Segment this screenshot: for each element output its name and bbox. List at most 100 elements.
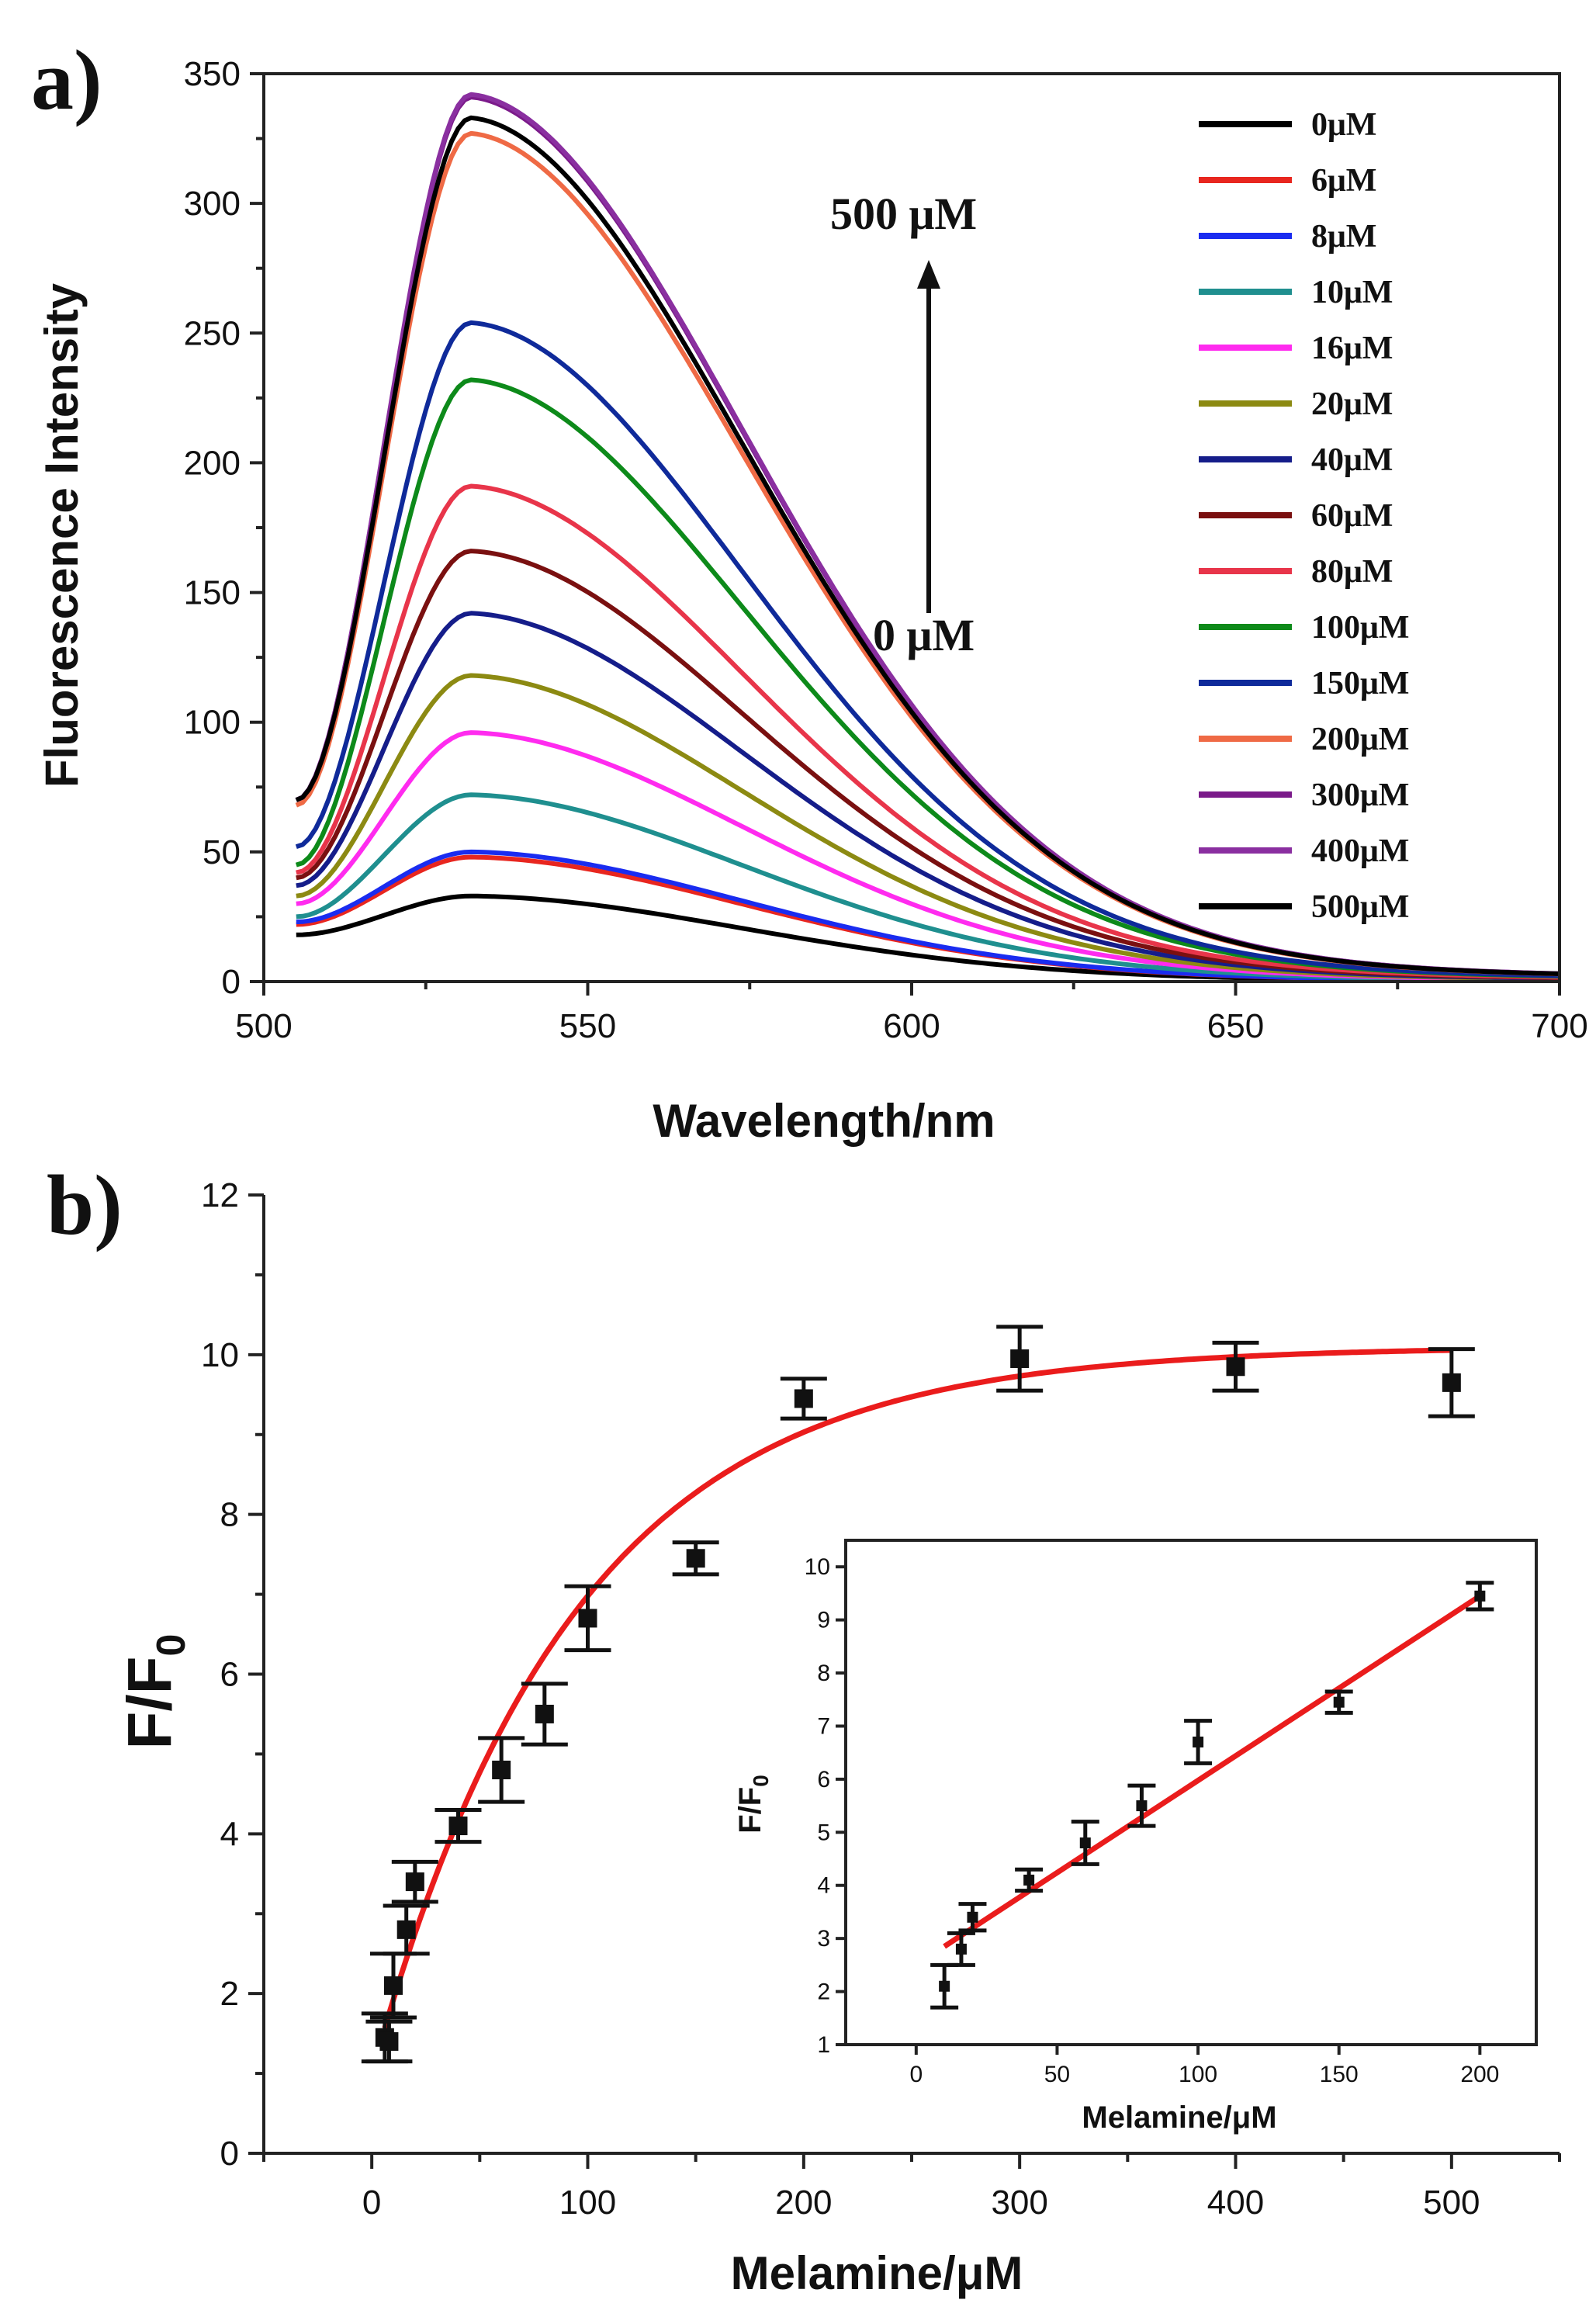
inset-point — [1127, 1783, 1156, 1828]
y-tick-label: 10 — [201, 1336, 239, 1374]
y-tick-label: 250 — [184, 314, 241, 352]
legend-label-10μM: 10μM — [1311, 275, 1393, 310]
panel-b-x-axis-title: Melamine/μM — [731, 2247, 1023, 2299]
inset-y-tick-label: 5 — [817, 1820, 830, 1845]
y-tick-label: 150 — [184, 574, 241, 612]
inset-x-tick-label: 100 — [1179, 2062, 1217, 2087]
y-tick-label: 0 — [222, 963, 241, 1001]
inset-y-tick-label: 3 — [817, 1926, 830, 1952]
inset-fit — [943, 1593, 1482, 1949]
data-marker — [405, 1872, 424, 1892]
inset-point — [1324, 1689, 1353, 1715]
data-marker — [492, 1761, 511, 1779]
panel-b-axes: 0 100 200 300 400 500 0 2 4 6 8 10 12 — [201, 1176, 1561, 2222]
panel-b-fit — [382, 1347, 1452, 2029]
inset-x-tick-label: 0 — [909, 2062, 923, 2087]
data-marker — [448, 1817, 468, 1836]
inset-y-axis-title: F/F0 — [733, 1775, 773, 1834]
inset-y-axis-sub: 0 — [749, 1775, 773, 1787]
panel-a-y-axis-title: Fluorescence Intensity — [36, 282, 88, 788]
y-tick-label: 200 — [184, 444, 241, 482]
inset-y-tick-label: 8 — [817, 1661, 830, 1686]
inset-y-tick-label: 6 — [817, 1767, 830, 1792]
x-tick-label: 500 — [235, 1007, 292, 1045]
data-point — [391, 1859, 438, 1904]
inset-marker — [1193, 1737, 1204, 1747]
x-tick-label: 500 — [1423, 2184, 1480, 2222]
spectra-curves — [295, 92, 1560, 983]
x-tick-label: 300 — [991, 2184, 1047, 2222]
legend-label-0μM: 0μM — [1311, 107, 1376, 143]
legend-label-500μM: 500μM — [1311, 889, 1409, 925]
spectrum-80μM — [296, 483, 1560, 980]
inset-y-axis-main: F/F — [733, 1787, 767, 1834]
inset-y-tick-label: 9 — [817, 1608, 830, 1633]
legend-label-80μM: 80μM — [1311, 554, 1393, 590]
data-marker — [1010, 1349, 1030, 1368]
data-point — [383, 1903, 430, 1956]
annotation-500uM: 500 μM — [830, 189, 977, 239]
inset-x-tick-label: 200 — [1460, 2062, 1499, 2087]
legend-label-20μM: 20μM — [1311, 386, 1393, 422]
spectrum-150μM — [295, 320, 1560, 978]
inset-point — [930, 1962, 959, 2010]
panel-a-spectra: a) 500 550 600 650 700050100150200250300350 … — [31, 33, 1588, 1147]
inset-point — [958, 1902, 987, 1933]
legend-label-40μM: 40μM — [1311, 442, 1393, 478]
panel-b-y-axis-sub: 0 — [149, 1634, 194, 1657]
legend-label-60μM: 60μM — [1311, 498, 1393, 534]
legend-label-8μM: 8μM — [1311, 219, 1376, 255]
exponential-fit-curve — [382, 1347, 1452, 2029]
legend-label-200μM: 200μM — [1311, 722, 1409, 757]
inset-points — [930, 1581, 1494, 2010]
y-tick-label: 4 — [220, 1815, 239, 1853]
data-point — [1428, 1347, 1475, 1418]
data-point — [478, 1736, 525, 1804]
inset-y-tick-label: 2 — [817, 1979, 830, 2005]
inset-frame — [844, 1539, 1538, 2046]
inset-point — [1071, 1820, 1099, 1866]
inset-point — [1015, 1867, 1044, 1893]
data-point — [365, 2019, 413, 2064]
inset-x-tick-label: 150 — [1320, 2062, 1359, 2087]
data-point — [564, 1584, 611, 1653]
inset-marker — [955, 1943, 967, 1955]
legend-label-150μM: 150μM — [1311, 666, 1409, 701]
inset-linear-fit — [943, 1593, 1482, 1949]
legend-label-16μM: 16μM — [1311, 331, 1393, 366]
y-tick-label: 6 — [220, 1656, 239, 1694]
panel-b-y-axis-main: F/F — [115, 1656, 184, 1749]
x-tick-label: 100 — [559, 2184, 616, 2222]
x-tick-label: 700 — [1531, 1007, 1587, 1045]
inset-marker — [1333, 1696, 1345, 1708]
data-point — [672, 1540, 719, 1577]
concentration-arrow: 500 μM 0 μM — [830, 189, 977, 660]
x-tick-label: 400 — [1207, 2184, 1264, 2222]
data-point — [780, 1377, 827, 1421]
inset-axes: 0 50 100 150 200 1 2 3 4 5 6 7 8 9 10 — [805, 1539, 1538, 2087]
panel-a-x-axis-title: Wavelength/nm — [653, 1095, 995, 1147]
inset-point — [1184, 1719, 1213, 1765]
inset-y-tick-label: 7 — [817, 1713, 830, 1739]
data-marker — [1442, 1373, 1461, 1392]
data-marker — [794, 1389, 813, 1408]
data-marker — [379, 2031, 399, 2051]
data-marker — [686, 1549, 705, 1568]
y-tick-label: 12 — [201, 1176, 239, 1214]
inset-marker — [967, 1911, 978, 1923]
x-tick-label: 650 — [1207, 1007, 1264, 1045]
y-tick-label: 100 — [184, 704, 241, 742]
legend-label-400μM: 400μM — [1311, 833, 1409, 869]
x-tick-label: 600 — [883, 1007, 940, 1045]
data-point — [521, 1682, 568, 1747]
spectrum-10μM — [296, 792, 1560, 982]
inset-x-tick-label: 50 — [1044, 2062, 1070, 2087]
inset-x-axis-title: Melamine/μM — [1082, 2101, 1276, 2135]
inset-marker — [1023, 1874, 1035, 1886]
inset-y-tick-label: 1 — [817, 2032, 830, 2058]
data-point — [996, 1325, 1044, 1393]
data-marker — [396, 1920, 416, 1939]
inset-y-tick-label: 10 — [805, 1554, 830, 1580]
